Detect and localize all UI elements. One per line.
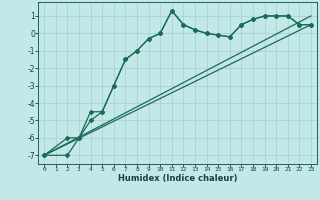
X-axis label: Humidex (Indice chaleur): Humidex (Indice chaleur)	[118, 174, 237, 183]
